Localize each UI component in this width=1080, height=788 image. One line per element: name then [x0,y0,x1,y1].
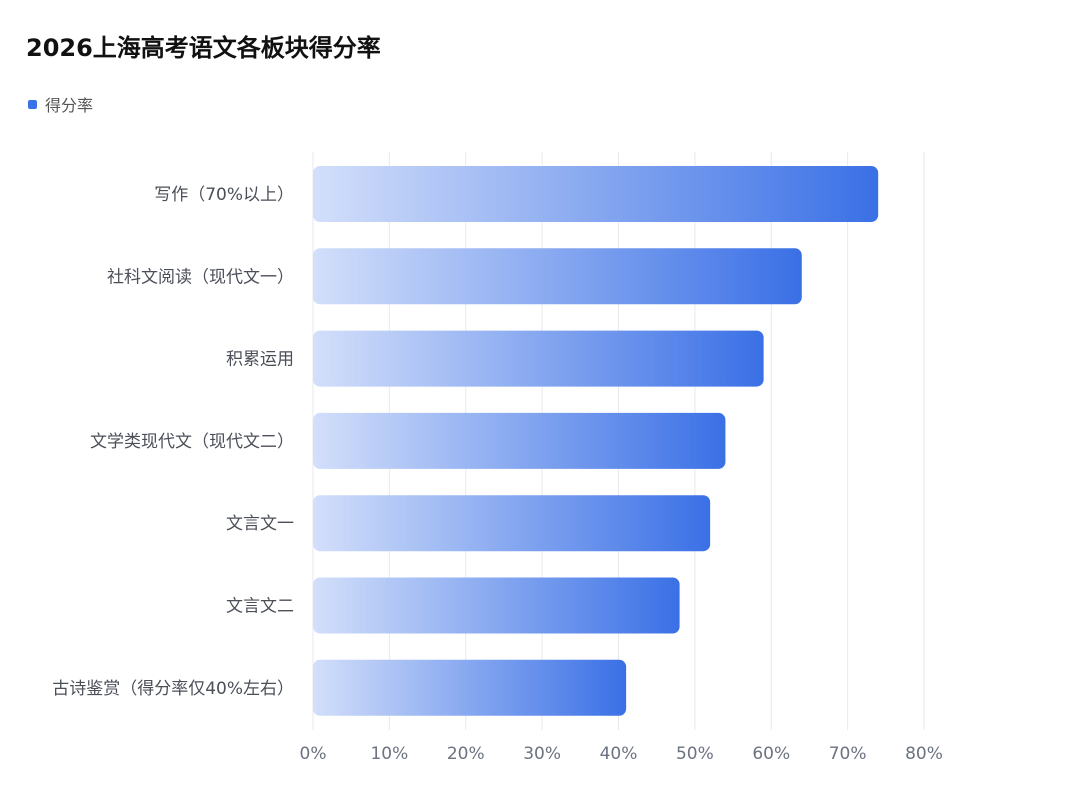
x-tick-label: 40% [600,744,638,764]
category-label: 写作（70%以上） [154,185,294,205]
bar[interactable] [313,659,627,716]
x-tick-label: 50% [676,744,714,764]
x-tick-label: 20% [447,744,485,764]
legend-label: 得分率 [45,96,94,115]
category-label: 积累运用 [226,350,294,370]
x-tick-label: 0% [300,744,327,764]
category-label: 古诗鉴赏（得分率仅40%左右） [52,679,294,699]
x-tick-label: 60% [752,744,790,764]
category-label: 文学类现代文（现代文二） [90,432,294,452]
category-label: 文言文二 [226,597,294,617]
bar[interactable] [313,495,711,552]
category-label: 文言文一 [226,514,294,534]
x-tick-label: 10% [370,744,408,764]
legend: 得分率 [28,92,93,116]
category-label: 社科文阅读（现代文一） [107,267,294,287]
chart-title: 2026上海高考语文各板块得分率 [26,34,381,62]
bar[interactable] [313,330,764,387]
x-tick-label: 30% [523,744,561,764]
x-tick-label: 80% [905,744,943,764]
bar[interactable] [313,577,680,634]
bar[interactable] [313,412,726,469]
legend-swatch [28,99,37,109]
x-tick-label: 70% [829,744,867,764]
bar[interactable] [313,166,879,222]
bar[interactable] [313,248,802,305]
